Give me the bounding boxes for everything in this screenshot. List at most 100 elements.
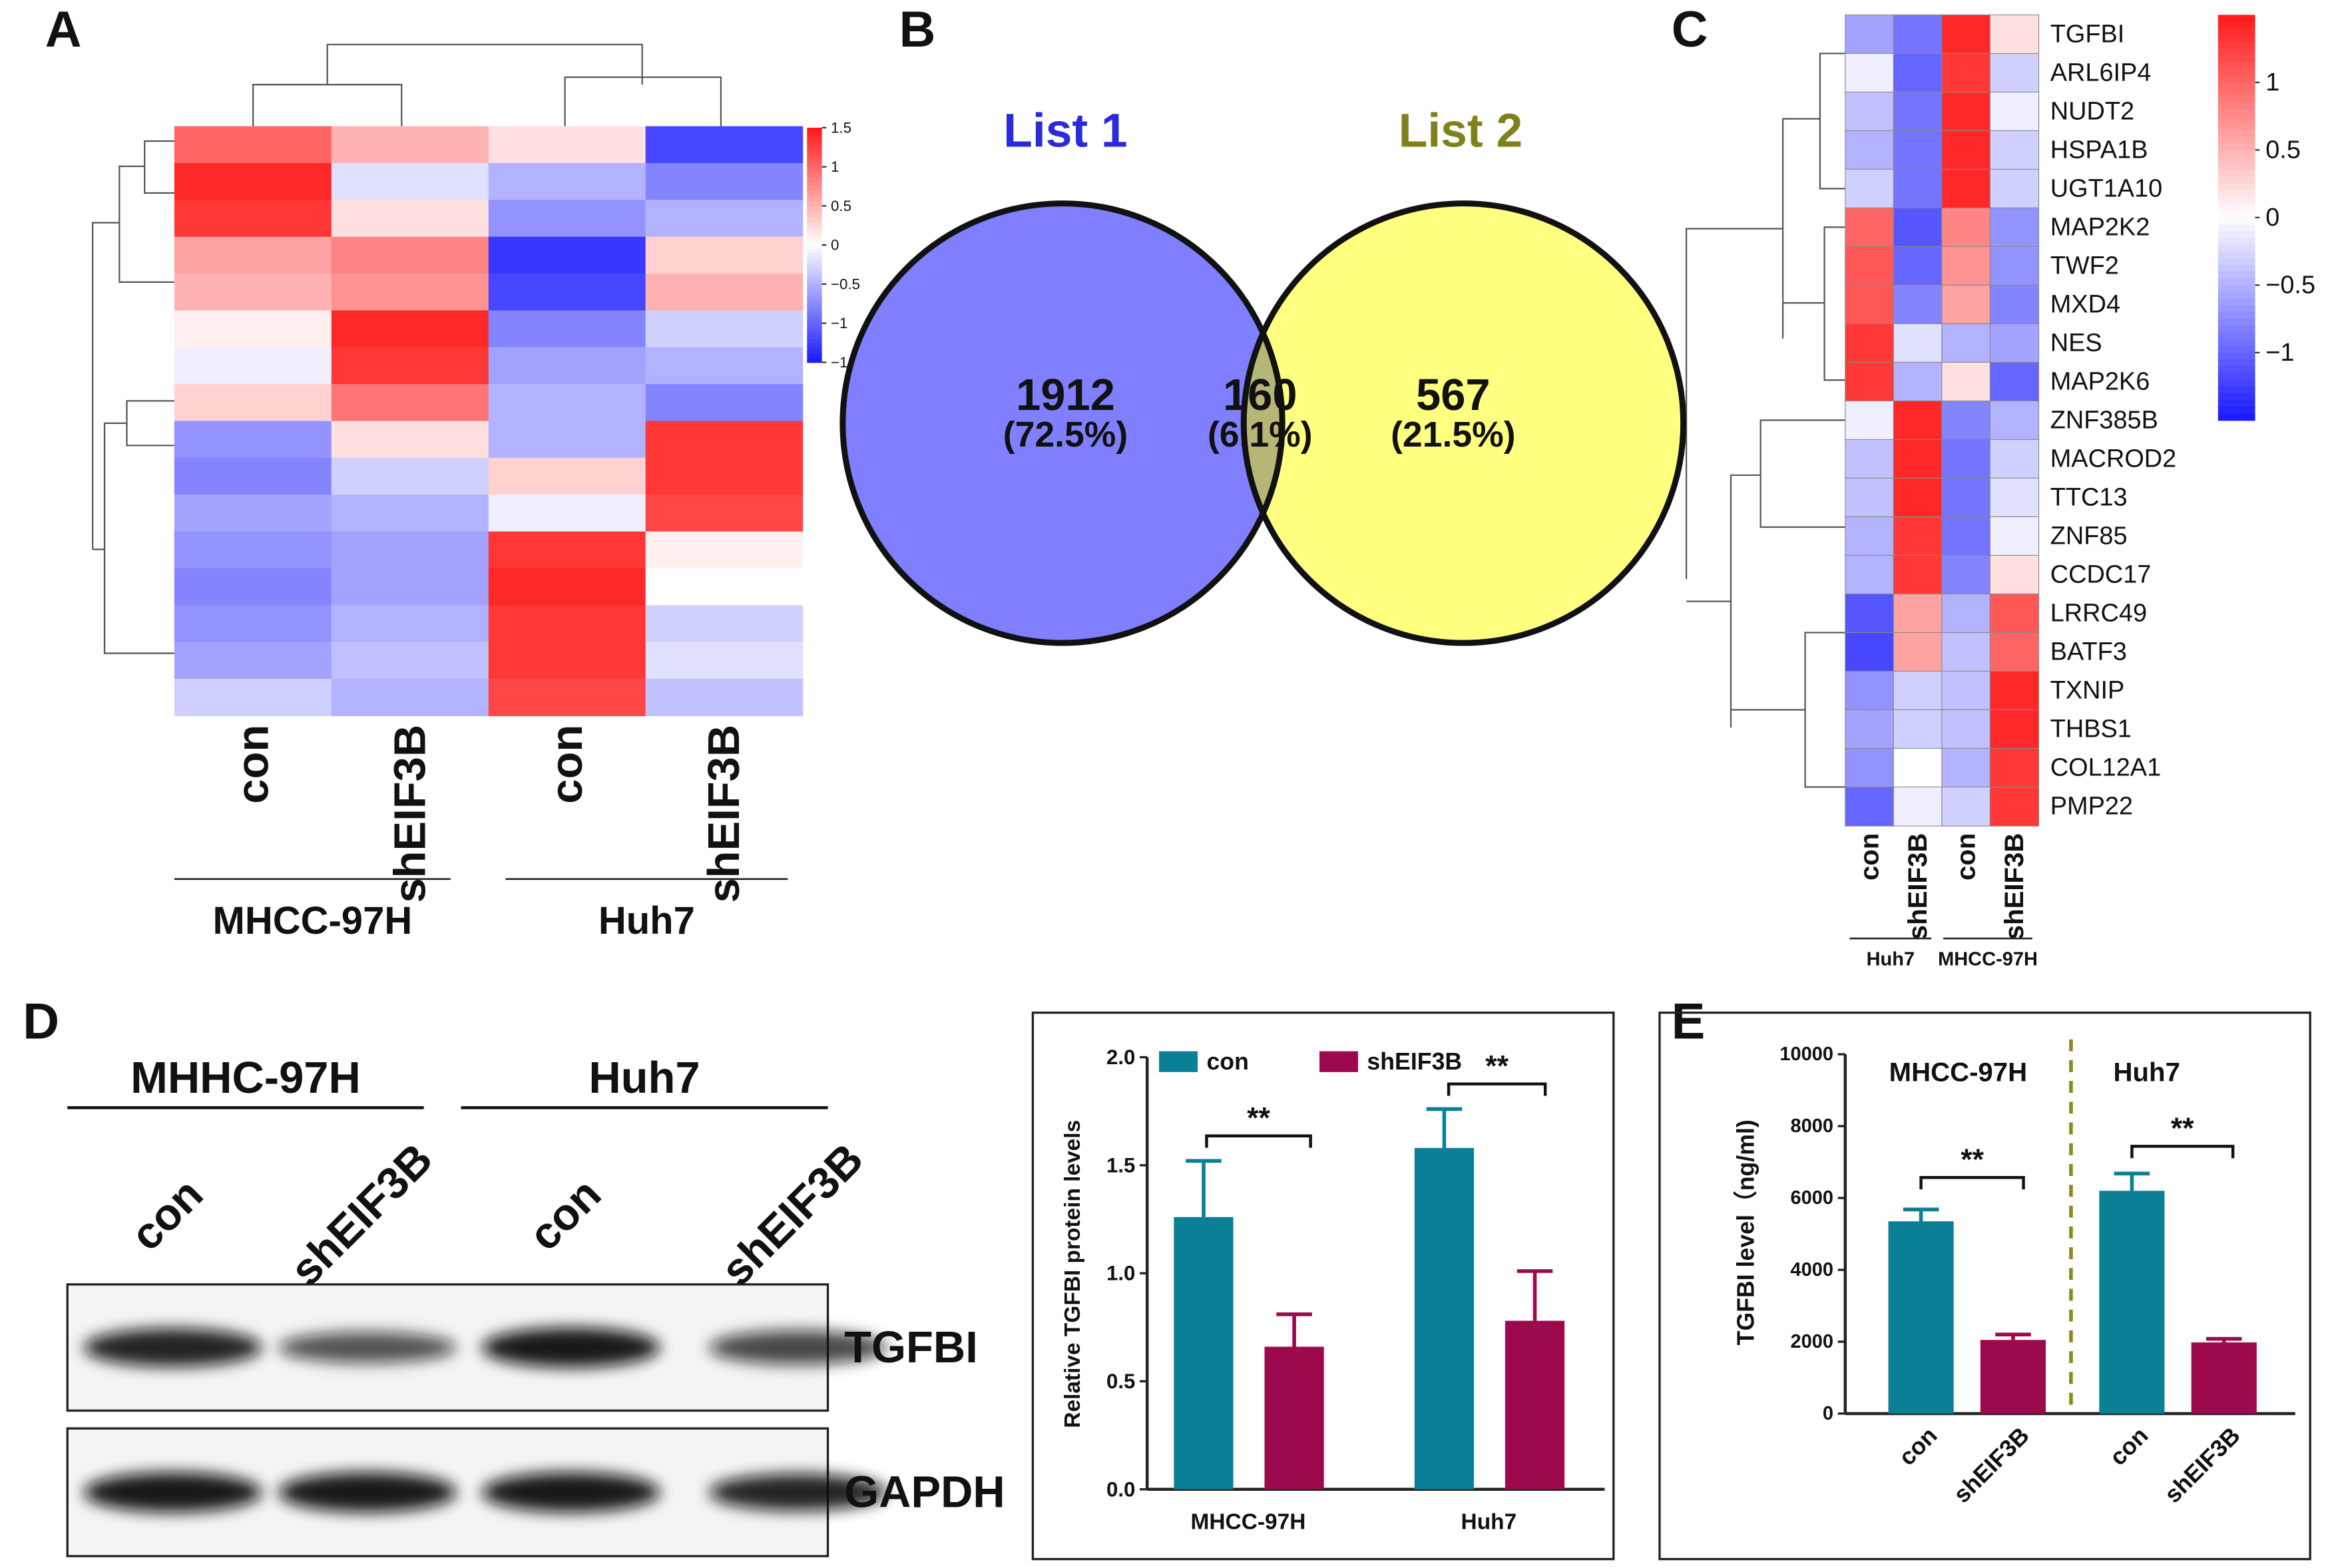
group-label: Huh7 xyxy=(588,1053,700,1103)
heatmap-cell xyxy=(174,236,332,274)
row-label: MXD4 xyxy=(2050,290,2120,318)
heatmap-cell xyxy=(174,126,332,164)
heatmap-cell xyxy=(174,162,332,201)
heatmap-cell xyxy=(1893,439,1943,479)
heatmap-cell xyxy=(645,421,804,459)
colorbar-step xyxy=(807,303,822,309)
venn-set xyxy=(842,203,1283,644)
heatmap-cell xyxy=(1893,284,1943,325)
group-label: MHCC-97H xyxy=(1889,1057,2027,1087)
bar xyxy=(1980,1340,2046,1414)
heatmap-cell xyxy=(1989,53,2040,93)
heatmap-cell xyxy=(331,236,489,274)
row-label: COL12A1 xyxy=(2050,753,2161,781)
y-tick-label: 10000 xyxy=(1779,1044,1833,1065)
heatmap-cell xyxy=(1845,439,1895,479)
colorbar-step xyxy=(807,280,822,285)
heatmap-cell xyxy=(1845,207,1895,248)
colorbar-step xyxy=(807,198,822,203)
colorbar-step xyxy=(807,210,822,215)
heatmap-cell xyxy=(1845,632,1895,672)
error-bar xyxy=(1516,1269,1553,1321)
colorbar-step xyxy=(807,202,822,207)
heatmap-cell xyxy=(645,274,804,311)
colorbar-tick-label: 1 xyxy=(831,158,839,175)
heatmap-cell xyxy=(1893,246,1943,286)
heatmap-cell xyxy=(488,384,646,422)
blot-band xyxy=(278,1332,457,1364)
group-label: MHHC-97H xyxy=(130,1053,361,1103)
colorbar-step xyxy=(807,323,822,328)
row-label: TTC13 xyxy=(2050,483,2128,511)
panel-frame xyxy=(1031,1011,1615,1561)
colorbar-step xyxy=(807,284,822,289)
x-tick-label: MHCC-97H xyxy=(1191,1509,1306,1534)
heatmap-cell xyxy=(331,384,489,422)
group-label: Huh7 xyxy=(2114,1057,2180,1087)
colorbar-step xyxy=(2217,345,2255,353)
row-label: THBS1 xyxy=(2050,715,2132,743)
colorbar-tick-label: 1 xyxy=(2265,69,2279,97)
colorbar-step xyxy=(2217,116,2255,124)
heatmap-cell xyxy=(645,679,804,717)
heatmap-cell xyxy=(1893,670,1943,711)
colorbar-step xyxy=(807,221,822,226)
colorbar-tick-label: −1 xyxy=(831,315,847,331)
colorbar-step xyxy=(807,214,822,218)
error-bar xyxy=(1426,1107,1463,1148)
colorbar-step xyxy=(807,264,822,270)
row-label: BATF3 xyxy=(2050,638,2127,666)
colorbar-step xyxy=(2217,251,2255,259)
colorbar-step xyxy=(2217,399,2255,407)
colorbar-step xyxy=(2217,82,2255,90)
colorbar-step xyxy=(2217,156,2255,164)
heatmap-cell xyxy=(1989,246,2040,286)
y-axis-label: TGFBI level（ng/ml) xyxy=(1732,1119,1759,1345)
y-tick-label: 4000 xyxy=(1790,1259,1833,1280)
panel-label: A xyxy=(45,1,82,58)
colorbar-step xyxy=(807,190,822,195)
column-label: shEIF3B xyxy=(1903,833,1933,940)
heatmap-cell xyxy=(174,384,332,422)
heatmap-cell xyxy=(331,457,489,495)
row-label: NUDT2 xyxy=(2050,97,2134,125)
bar xyxy=(1264,1346,1324,1489)
heatmap-cell xyxy=(1941,323,1991,363)
y-tick-label: 0.0 xyxy=(1106,1477,1135,1501)
count-label: 1912 xyxy=(1016,370,1115,420)
heatmap-cell xyxy=(1893,53,1943,93)
heatmap-cell xyxy=(331,200,489,238)
significance-label: ** xyxy=(2171,1112,2194,1145)
heatmap-cell xyxy=(331,568,489,606)
count-label: 567 xyxy=(1416,370,1491,420)
heatmap-cell xyxy=(1941,284,1991,325)
heatmap-cell xyxy=(174,421,332,459)
colorbar-step xyxy=(2217,190,2255,198)
heatmap-cell xyxy=(1893,207,1943,248)
heatmap-cell xyxy=(1989,709,2040,749)
bar xyxy=(1414,1147,1475,1489)
colorbar-step xyxy=(2217,163,2255,171)
heatmap-cell xyxy=(1989,554,2040,595)
y-tick-label: 2000 xyxy=(1790,1331,1833,1352)
colorbar-step xyxy=(807,272,822,278)
heatmap-cell xyxy=(174,568,332,606)
bar xyxy=(2191,1342,2257,1414)
row-label: PMP22 xyxy=(2050,792,2133,820)
colorbar-step xyxy=(2217,217,2255,225)
heatmap-cell xyxy=(1989,323,2040,363)
row-label: ZNF385B xyxy=(2050,406,2158,434)
x-tick-label: con xyxy=(2104,1422,2153,1471)
heatmap-cell xyxy=(1845,91,1895,132)
heatmap-cell xyxy=(1845,516,1895,556)
row-label: MACROD2 xyxy=(2050,445,2177,473)
colorbar-step xyxy=(2217,89,2255,97)
colorbar-step xyxy=(807,354,822,359)
y-tick-label: 8000 xyxy=(1790,1115,1833,1137)
blot-band xyxy=(83,1328,262,1367)
heatmap-cell xyxy=(1845,477,1895,518)
blot-band xyxy=(278,1472,457,1513)
heatmap-cell xyxy=(645,642,804,680)
